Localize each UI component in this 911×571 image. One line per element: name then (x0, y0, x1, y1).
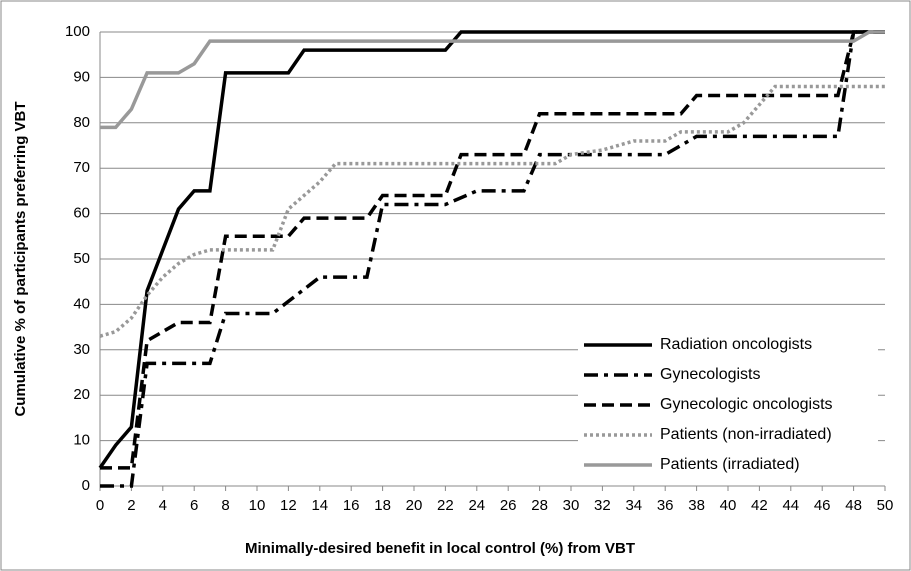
x-tick-label: 22 (437, 497, 454, 514)
x-tick-label: 20 (406, 497, 423, 514)
x-tick-label: 18 (374, 497, 391, 514)
y-tick-label: 90 (73, 68, 90, 85)
y-tick-label: 10 (73, 432, 90, 449)
x-tick-label: 12 (280, 497, 297, 514)
x-tick-label: 2 (127, 497, 135, 514)
legend-label: Patients (non-irradiated) (660, 426, 832, 443)
x-tick-label: 42 (751, 497, 768, 514)
x-tick-label: 38 (688, 497, 705, 514)
x-tick-label: 10 (249, 497, 266, 514)
y-axis-title: Cumulative % of participants preferring … (12, 101, 29, 416)
y-tick-label: 100 (65, 23, 90, 40)
x-tick-label: 6 (190, 497, 198, 514)
x-axis-title: Minimally-desired benefit in local contr… (245, 540, 635, 557)
y-tick-label: 60 (73, 205, 90, 222)
x-tick-label: 40 (720, 497, 737, 514)
y-tick-label: 30 (73, 341, 90, 358)
x-tick-label: 4 (159, 497, 167, 514)
x-tick-label: 8 (221, 497, 229, 514)
y-tick-label: 40 (73, 295, 90, 312)
x-tick-label: 24 (468, 497, 485, 514)
x-tick-label: 16 (343, 497, 360, 514)
y-tick-label: 70 (73, 159, 90, 176)
y-tick-label: 80 (73, 114, 90, 131)
x-tick-label: 34 (625, 497, 642, 514)
x-tick-label: 26 (500, 497, 517, 514)
x-tick-label: 48 (845, 497, 862, 514)
x-tick-label: 30 (563, 497, 580, 514)
x-tick-label: 28 (531, 497, 548, 514)
x-tick-label: 32 (594, 497, 611, 514)
legend-label: Gynecologic oncologists (660, 396, 833, 413)
legend-label: Gynecologists (660, 366, 761, 383)
series-line (99, 84, 885, 338)
series-line (100, 30, 885, 130)
series-line (98, 30, 885, 469)
y-tick-label: 0 (82, 477, 90, 494)
x-tick-label: 44 (782, 497, 799, 514)
y-tick-label: 50 (73, 250, 90, 267)
x-tick-label: 36 (657, 497, 674, 514)
x-tick-label: 14 (311, 497, 328, 514)
series-line (100, 30, 885, 470)
legend-label: Radiation oncologists (660, 336, 812, 353)
x-tick-label: 46 (814, 497, 831, 514)
legend-label: Patients (irradiated) (660, 456, 800, 473)
x-tick-label: 0 (96, 497, 104, 514)
x-tick-label: 50 (877, 497, 894, 514)
y-tick-label: 20 (73, 386, 90, 403)
